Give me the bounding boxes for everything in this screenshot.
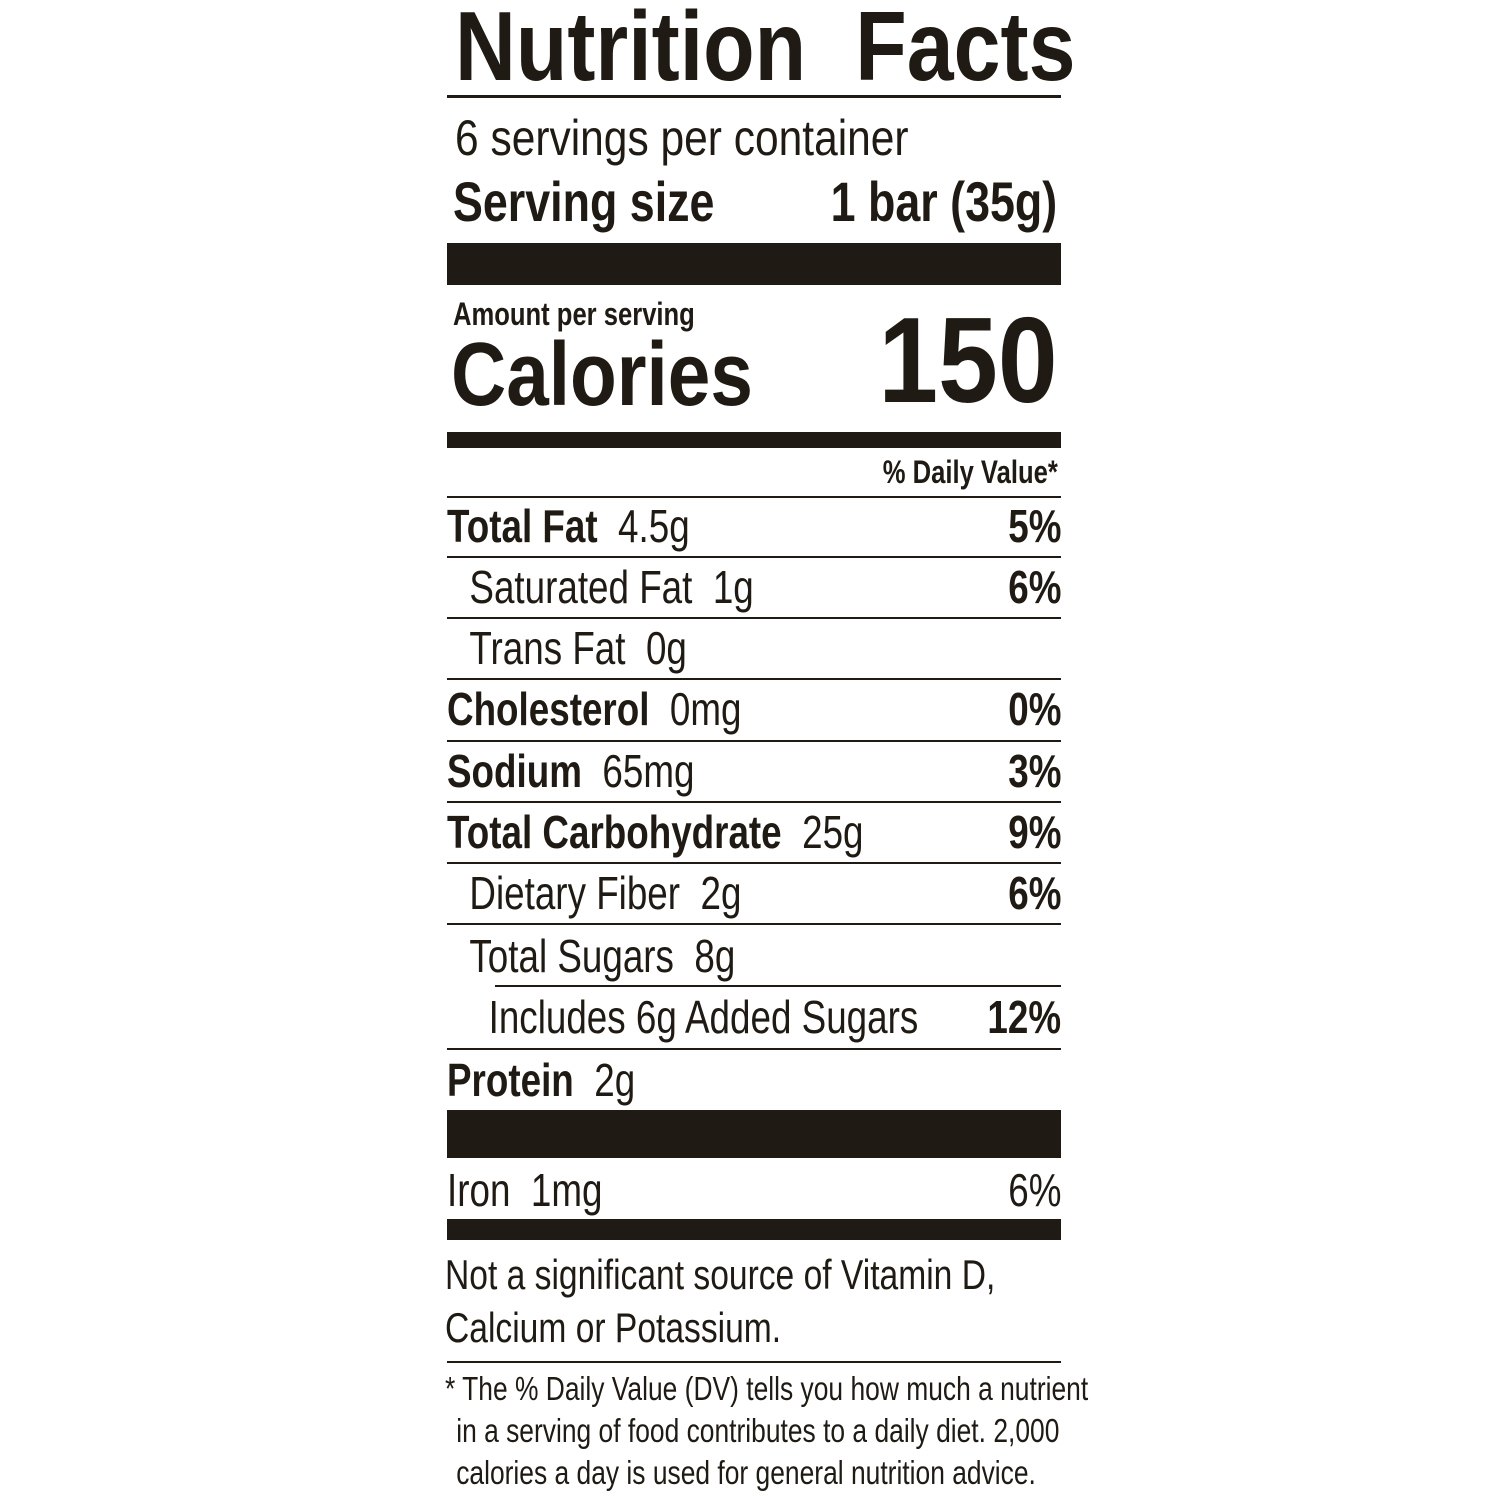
nutrient-row-cholesterol: Cholesterol 0mg 0% bbox=[447, 679, 1061, 739]
nutrient-row-trans-fat: Trans Fat 0g bbox=[447, 618, 1061, 678]
not-significant-1: Calcium or Potassium. bbox=[445, 1304, 782, 1351]
amount-per-serving: Amount per serving bbox=[453, 296, 695, 332]
nutrient-row-added-sugars: Includes 6g Added Sugars 12% bbox=[447, 987, 1061, 1047]
divider bbox=[447, 740, 1061, 742]
divider bbox=[447, 556, 1061, 558]
divider bbox=[447, 678, 1061, 680]
daily-value-header: % Daily Value* bbox=[839, 452, 1058, 492]
divider bbox=[447, 1361, 1061, 1363]
nutrients-5-name: Total Carbohydrate bbox=[447, 806, 782, 858]
nutrients-7-amount: 8g bbox=[694, 930, 736, 982]
servings-per-container: 6 servings per container bbox=[455, 110, 909, 166]
footnote: * The % Daily Value (DV) tells you how m… bbox=[445, 1368, 1249, 1494]
nutrient-row-protein: Protein 2g bbox=[447, 1050, 1061, 1110]
divider bbox=[447, 923, 1061, 925]
nutrients-9-name: Protein bbox=[447, 1054, 574, 1106]
nutrients-0-amount: 4.5g bbox=[618, 500, 690, 552]
divider bbox=[447, 862, 1061, 864]
serving-size-value: 1 bar (35g) bbox=[830, 170, 1057, 233]
servings-per-container: 6 servings per container bbox=[455, 108, 989, 168]
divider bbox=[447, 801, 1061, 803]
nutrient-row-total-fat: Total Fat 4.5g 5% bbox=[447, 496, 1061, 556]
vitamin-row-iron: Iron 1mg 6% bbox=[447, 1160, 1061, 1220]
thick-divider bbox=[447, 243, 1061, 285]
nutrients-3-name: Cholesterol bbox=[447, 683, 650, 735]
nutrients-1-name: Saturated Fat bbox=[469, 561, 693, 613]
vitamins-0-name: Iron bbox=[447, 1164, 511, 1216]
nutrients-5-amount: 25g bbox=[802, 806, 864, 858]
footnote-0: * The % Daily Value (DV) tells you how m… bbox=[445, 1370, 1089, 1407]
divider bbox=[495, 985, 1061, 987]
nutrients-2-name: Trans Fat bbox=[469, 622, 626, 674]
not-significant-0: Not a significant source of Vitamin D, bbox=[445, 1251, 996, 1298]
nutrient-row-saturated-fat: Saturated Fat 1g 6% bbox=[447, 557, 1061, 617]
calories-label: Calories bbox=[451, 325, 753, 425]
nutrient-row-dietary-fiber: Dietary Fiber 2g 6% bbox=[447, 863, 1061, 923]
nutrients-1-dv: 6% bbox=[1007, 561, 1061, 613]
nutrient-row-total-sugars: Total Sugars 8g bbox=[447, 926, 1061, 986]
calories-label: Calories bbox=[451, 325, 806, 425]
nutrients-1-amount: 1g bbox=[712, 561, 754, 613]
amount-per-serving: Amount per serving bbox=[453, 294, 755, 334]
nutrients-8-name: Includes 6g Added Sugars bbox=[488, 991, 919, 1043]
nutrients-3-dv: 0% bbox=[1007, 683, 1061, 735]
nutrients-6-name: Dietary Fiber bbox=[469, 867, 681, 919]
not-significant-note: Not a significant source of Vitamin D, C… bbox=[445, 1248, 1133, 1354]
calories-value: 150 bbox=[878, 292, 1058, 428]
nutrients-5-dv: 9% bbox=[1007, 806, 1061, 858]
nutrients-8-dv: 12% bbox=[987, 991, 1061, 1043]
nutrient-row-total-carbohydrate: Total Carbohydrate 25g 9% bbox=[447, 802, 1061, 862]
nutrients-0-name: Total Fat bbox=[447, 500, 598, 552]
serving-size-label: Serving size bbox=[453, 170, 715, 233]
thick-divider bbox=[447, 1110, 1061, 1158]
daily-value-header: % Daily Value* bbox=[882, 454, 1058, 490]
footnote-1: in a serving of food contributes to a da… bbox=[456, 1412, 1060, 1449]
nutrients-6-dv: 6% bbox=[1007, 867, 1061, 919]
divider bbox=[447, 1048, 1061, 1050]
vitamins-0-amount: 1mg bbox=[530, 1164, 603, 1216]
nutrients-6-amount: 2g bbox=[700, 867, 742, 919]
label-title: Nutrition Facts bbox=[455, 0, 1075, 95]
nutrients-4-amount: 65mg bbox=[602, 745, 695, 797]
label-title-text: Nutrition Facts bbox=[455, 0, 1076, 101]
footnote-2: calories a day is used for general nutri… bbox=[456, 1454, 1036, 1491]
calories-value: 150 bbox=[854, 292, 1058, 428]
medium-divider bbox=[447, 432, 1061, 448]
nutrient-row-sodium: Sodium 65mg 3% bbox=[447, 741, 1061, 801]
nutrients-9-amount: 2g bbox=[594, 1054, 636, 1106]
medium-divider bbox=[447, 1219, 1061, 1240]
nutrients-3-amount: 0mg bbox=[669, 683, 742, 735]
nutrients-7-name: Total Sugars bbox=[469, 930, 674, 982]
nutrients-4-dv: 3% bbox=[1007, 745, 1061, 797]
vitamins-0-dv: 6% bbox=[1007, 1164, 1061, 1216]
divider bbox=[447, 95, 1061, 98]
divider bbox=[447, 496, 1061, 498]
nutrients-2-amount: 0g bbox=[645, 622, 687, 674]
nutrients-0-dv: 5% bbox=[1007, 500, 1061, 552]
divider bbox=[447, 617, 1061, 619]
serving-size: Serving size 1 bar (35g) bbox=[453, 170, 1057, 234]
nutrients-4-name: Sodium bbox=[447, 745, 582, 797]
